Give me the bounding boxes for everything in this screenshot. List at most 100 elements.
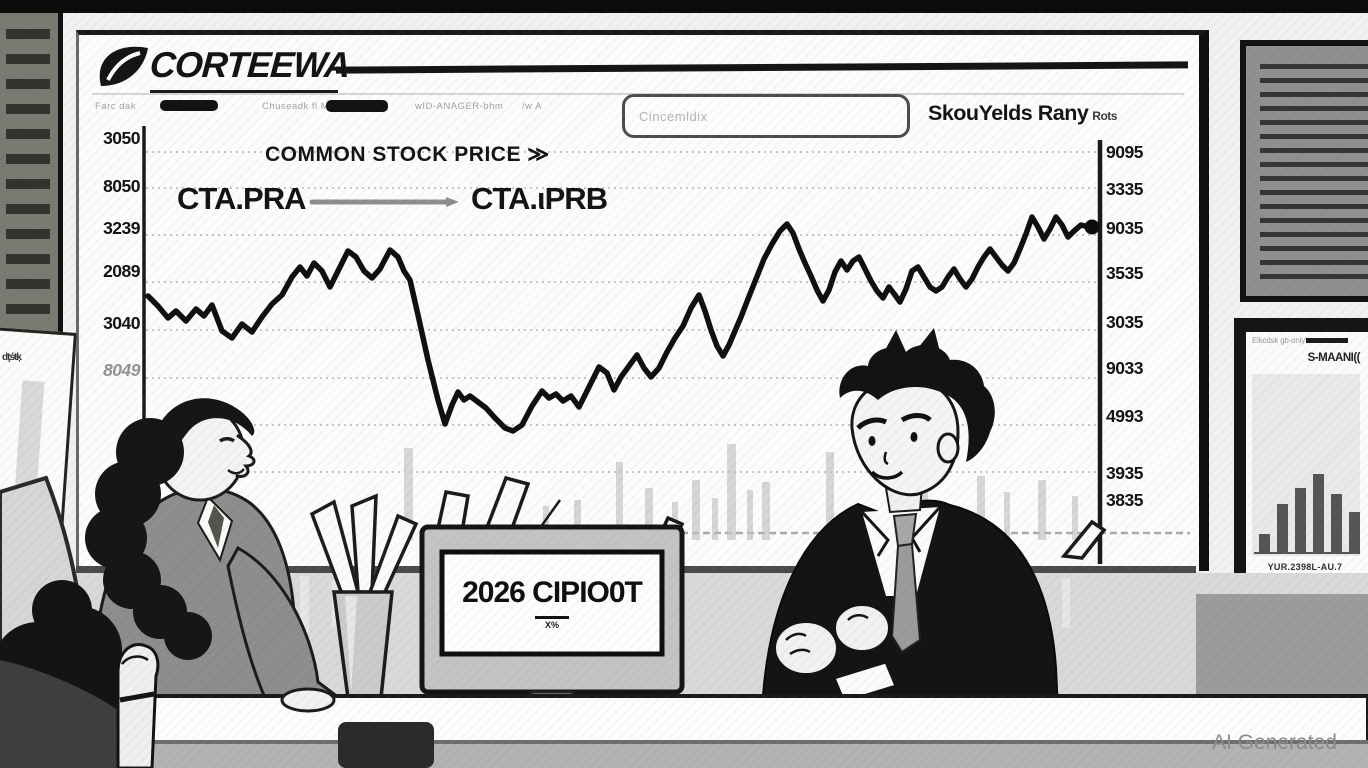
monitor-sign: 2026 CIPIO0T X% [443, 553, 661, 653]
axis-label: 8050 [103, 176, 140, 196]
volume-bar [977, 476, 985, 540]
body [0, 660, 152, 768]
axis-label: 3239 [103, 218, 140, 238]
eyebrow-left [856, 417, 888, 430]
desk-edge [0, 740, 1368, 744]
side-monitor-bar [1331, 494, 1342, 552]
right-wall-panel [1240, 40, 1368, 302]
hair [839, 345, 995, 462]
side-monitor-bar [1313, 474, 1324, 552]
side-monitor-header-bar [1306, 338, 1348, 343]
side-monitor-bar [1349, 512, 1360, 552]
desk-dark-object [338, 722, 434, 768]
eye [868, 436, 876, 446]
bracelet [119, 691, 155, 703]
volume-bar [1072, 496, 1078, 540]
chart-title: COMMON STOCK PRICE ≫ [265, 143, 550, 166]
axis-label: 9033 [1106, 358, 1143, 378]
stock-line-end-dot [1084, 219, 1100, 235]
nav-item-pill-1[interactable] [160, 100, 218, 111]
ai-generated-watermark: AI Generated [1212, 731, 1337, 754]
axis-label: 3035 [1106, 312, 1143, 332]
volume-bar [747, 490, 753, 540]
legend-series-a: CTA.PRA [177, 181, 306, 216]
person-front-silhouette [0, 475, 160, 768]
search-input[interactable]: Cincemldix [622, 94, 910, 138]
monitor-sign-subtext: X% [534, 616, 569, 630]
desk-front [0, 740, 1368, 768]
smile [227, 468, 245, 475]
left-wall-list-rows [6, 29, 50, 319]
eyebrow-right [900, 413, 932, 423]
fist-right [832, 602, 892, 654]
volume-bar [543, 506, 549, 540]
axis-label: 3935 [1106, 463, 1143, 483]
volume-bar [574, 500, 581, 540]
stock-line [145, 214, 1092, 434]
profile-nose [235, 434, 256, 478]
header-right-label: SkouYelds Rany Rots [928, 101, 1117, 125]
volume-bar [1004, 492, 1010, 540]
right-wall-list-rows [1260, 64, 1368, 279]
volume-bar [1038, 480, 1046, 540]
ceiling-bar [0, 0, 1368, 13]
leaf-logo-icon [99, 46, 148, 86]
eye [218, 437, 236, 443]
side-monitor-caption: YUR.2398L-AU.7 [1267, 562, 1343, 572]
left-partial-screen-text: dţśŧķ [2, 352, 22, 363]
nav-item-faint-1: Farc dak [95, 101, 136, 112]
volume-bar [727, 444, 736, 540]
legend-series-b: CTA.ιPRB [471, 181, 608, 216]
volume-bar [692, 480, 700, 540]
raised-hand [116, 643, 160, 768]
volume-bar [404, 448, 413, 540]
right-cabinet [1196, 594, 1368, 696]
eye [910, 432, 918, 442]
smile [870, 470, 904, 480]
axis-label: 3040 [103, 313, 140, 333]
fist-left [772, 619, 840, 677]
nose [883, 451, 889, 466]
volume-bar [762, 482, 770, 540]
vase-with-leaves [309, 493, 419, 700]
side-monitor-bar [1277, 504, 1288, 552]
nav-item-faint-4: /w A [522, 101, 542, 112]
axis-label: 3535 [1106, 263, 1143, 283]
volume-bar [826, 452, 834, 540]
logo-underline [150, 90, 338, 93]
nav-item-faint-3: wID-ANAGER-bhm [415, 101, 504, 112]
axis-label: 4993 [1106, 406, 1143, 426]
dashboard-screen [76, 30, 1209, 571]
side-monitor-title: S-MAANI(( [1307, 352, 1361, 364]
nav-item-faint-2: Chuseadk fl Mens [262, 101, 347, 112]
side-monitor-bar [1259, 534, 1270, 552]
axis-label: 3335 [1106, 179, 1143, 199]
nav-item-pill-2[interactable] [326, 100, 388, 112]
header-right-suffix: Rots [1092, 109, 1117, 123]
shirt-cuff [831, 660, 899, 704]
volume-bar [712, 498, 718, 540]
tie [208, 505, 224, 548]
axis-label: 9035 [1106, 218, 1143, 238]
legend-line-arrow [446, 197, 459, 207]
hair [153, 398, 255, 472]
left-wall-panel [0, 13, 63, 343]
side-monitor-header: Eikcdsk gb-only'w [1252, 336, 1312, 345]
volume-bar [616, 462, 623, 540]
ear [936, 432, 960, 464]
side-monitor-bar [1295, 488, 1306, 552]
search-placeholder: Cincemldix [639, 108, 708, 124]
volume-bar [645, 488, 653, 540]
monitor-sign-text: 2026 CIPIO0T [462, 576, 643, 609]
axis-label: 3835 [1106, 490, 1143, 510]
axis-label: 3050 [103, 128, 140, 148]
side-monitor-bars [1259, 474, 1360, 552]
axis-label: 8049 [103, 360, 140, 380]
person-right [760, 328, 1060, 711]
axis-label: 2089 [103, 261, 140, 281]
axis-label: 9095 [1106, 142, 1143, 162]
hand-on-desk [280, 687, 336, 713]
